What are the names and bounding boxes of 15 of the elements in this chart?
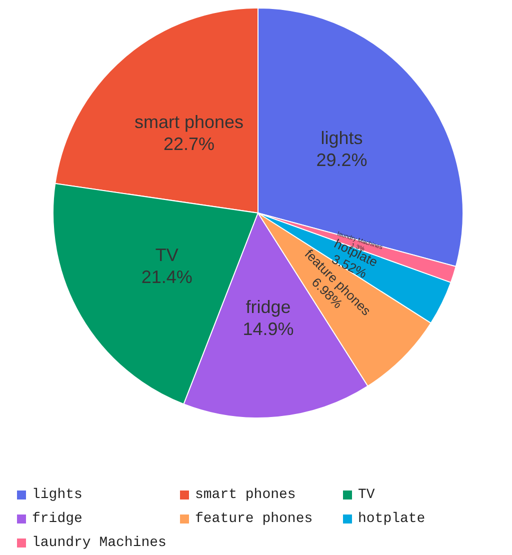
legend-label: lights xyxy=(32,487,82,503)
legend-label: TV xyxy=(358,487,376,503)
slice-label: fridge xyxy=(246,297,291,317)
legend-label: hotplate xyxy=(358,511,426,527)
legend-label: feature phones xyxy=(195,511,313,527)
legend-label: fridge xyxy=(32,511,82,527)
data-label: 29.2% xyxy=(316,150,368,170)
legend-label: smart phones xyxy=(195,487,296,503)
data-label: 22.7% xyxy=(163,134,215,154)
slice-label: lights xyxy=(320,128,363,148)
slice-label: smart phones xyxy=(134,112,244,132)
slice-label: TV xyxy=(155,245,178,266)
data-label: 21.4% xyxy=(141,267,192,288)
legend-label: laundry Machines xyxy=(32,535,166,551)
data-label: 14.9% xyxy=(242,319,294,339)
